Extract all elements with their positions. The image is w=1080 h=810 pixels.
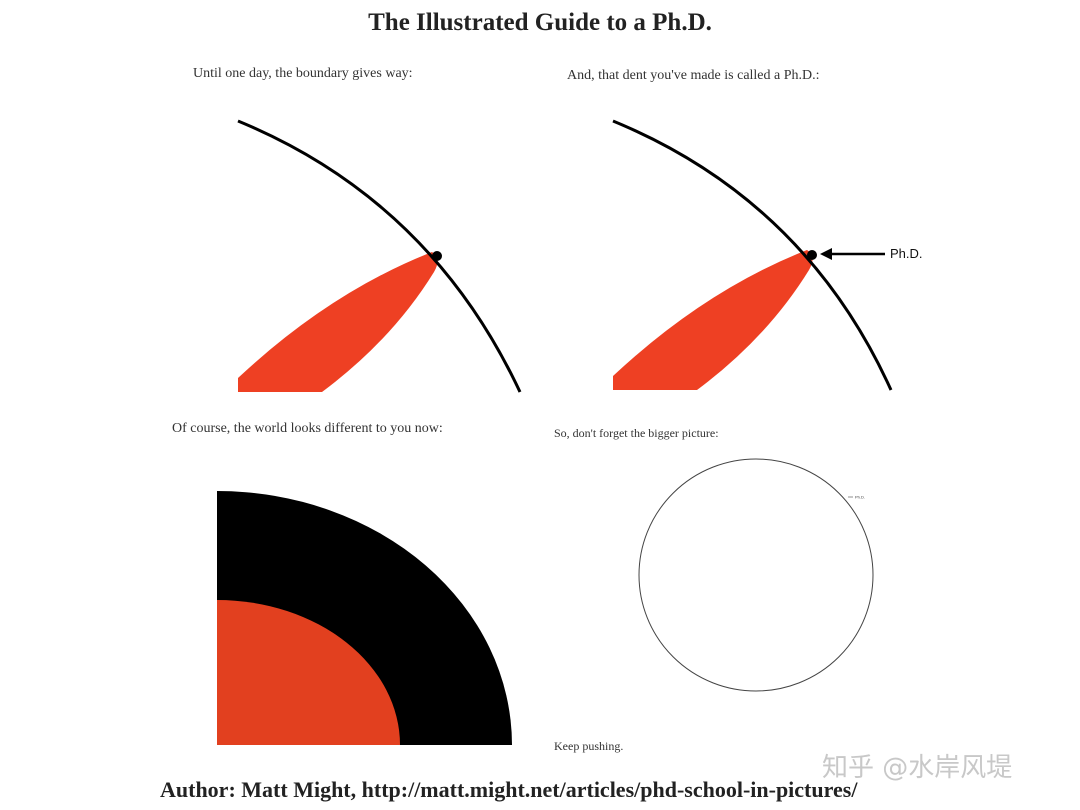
panel-zoomed: Of course, the world looks different to … <box>172 421 512 745</box>
phd-label: Ph.D. <box>890 246 923 261</box>
knowledge-area <box>217 600 400 745</box>
panel-phd: And, that dent you've made is called a P… <box>567 68 923 391</box>
knowledge-dent <box>238 252 438 392</box>
panel-breakthrough: Until one day, the boundary gives way: <box>193 66 522 393</box>
tiny-phd-label: Ph.D. <box>855 495 865 500</box>
knowledge-dent <box>613 250 813 390</box>
breakthrough-point <box>807 250 817 260</box>
arrow-head <box>820 248 832 260</box>
boundary <box>237 119 522 393</box>
title: The Illustrated Guide to a Ph.D. <box>368 9 712 36</box>
watermark: 知乎 @水岸风堤 <box>822 753 1012 783</box>
knowledge-circle <box>638 458 874 692</box>
breakthrough-point <box>432 251 442 261</box>
caption: Until one day, the boundary gives way: <box>193 66 413 81</box>
note: Keep pushing. <box>554 739 623 753</box>
credit: Author: Matt Might, http://matt.might.ne… <box>160 777 858 802</box>
caption: Of course, the world looks different to … <box>172 421 443 436</box>
caption: So, don't forget the bigger picture: <box>554 426 719 440</box>
panel-big-picture: So, don't forget the bigger picture: Ph.… <box>554 426 874 753</box>
caption: And, that dent you've made is called a P… <box>567 68 820 83</box>
boundary <box>612 119 893 391</box>
